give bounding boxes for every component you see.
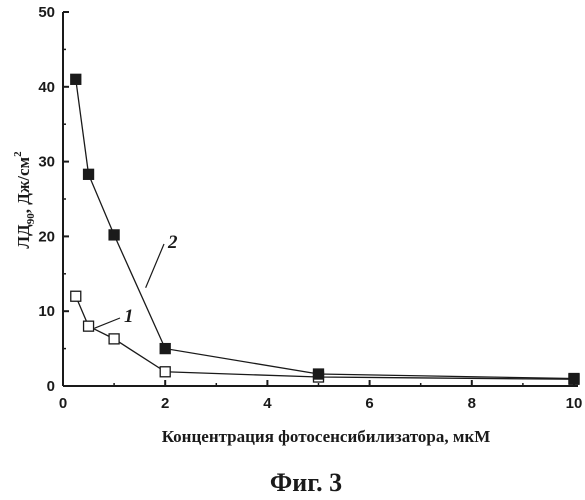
y-tick-label: 20 [38, 228, 55, 245]
y-axis-title-superscript: 2 [12, 151, 24, 157]
series-2-line [76, 79, 574, 378]
x-axis-title: Концентрация фотосенсибилизатора, мкМ [162, 427, 491, 446]
series-1-point [160, 367, 170, 377]
y-tick-label: 40 [38, 79, 55, 96]
series-1-leader [95, 318, 120, 328]
series-2-point [109, 230, 119, 240]
y-axis-title-main: ЛД [14, 224, 33, 249]
series-2-label: 2 [167, 232, 178, 253]
y-tick-label: 10 [38, 303, 55, 320]
x-tick-label: 6 [365, 395, 373, 412]
x-tick-label: 10 [566, 395, 583, 412]
y-tick-label: 0 [47, 378, 55, 395]
series-2-point [314, 369, 324, 379]
y-axis-title: ЛД90, Дж/см2 [12, 151, 37, 249]
series-2-point [569, 374, 579, 384]
y-tick-label: 50 [38, 4, 55, 21]
series-2-point [84, 169, 94, 179]
x-tick-label: 4 [263, 395, 272, 412]
ticks: 0 2 4 6 8 10 0 10 20 30 40 50 [38, 4, 582, 412]
series-1-point [84, 321, 94, 331]
series-layer [71, 74, 579, 384]
x-tick-label: 8 [468, 395, 476, 412]
series-1-label: 1 [124, 306, 134, 327]
series-labels: 12 [95, 232, 178, 328]
axes [63, 12, 578, 386]
series-2-point [71, 74, 81, 84]
series-2-leader [146, 244, 164, 288]
series-1-line [76, 296, 574, 379]
x-tick-label: 0 [59, 395, 67, 412]
y-axis-title-unit: , Дж/см [14, 156, 33, 213]
y-axis-title-subscript: 90 [25, 213, 37, 225]
x-tick-label: 2 [161, 395, 169, 412]
figure-caption: Фиг. 3 [270, 468, 342, 497]
series-1-point [109, 334, 119, 344]
series-2-point [160, 344, 170, 354]
y-tick-label: 30 [38, 154, 55, 171]
series-1-point [71, 291, 81, 301]
